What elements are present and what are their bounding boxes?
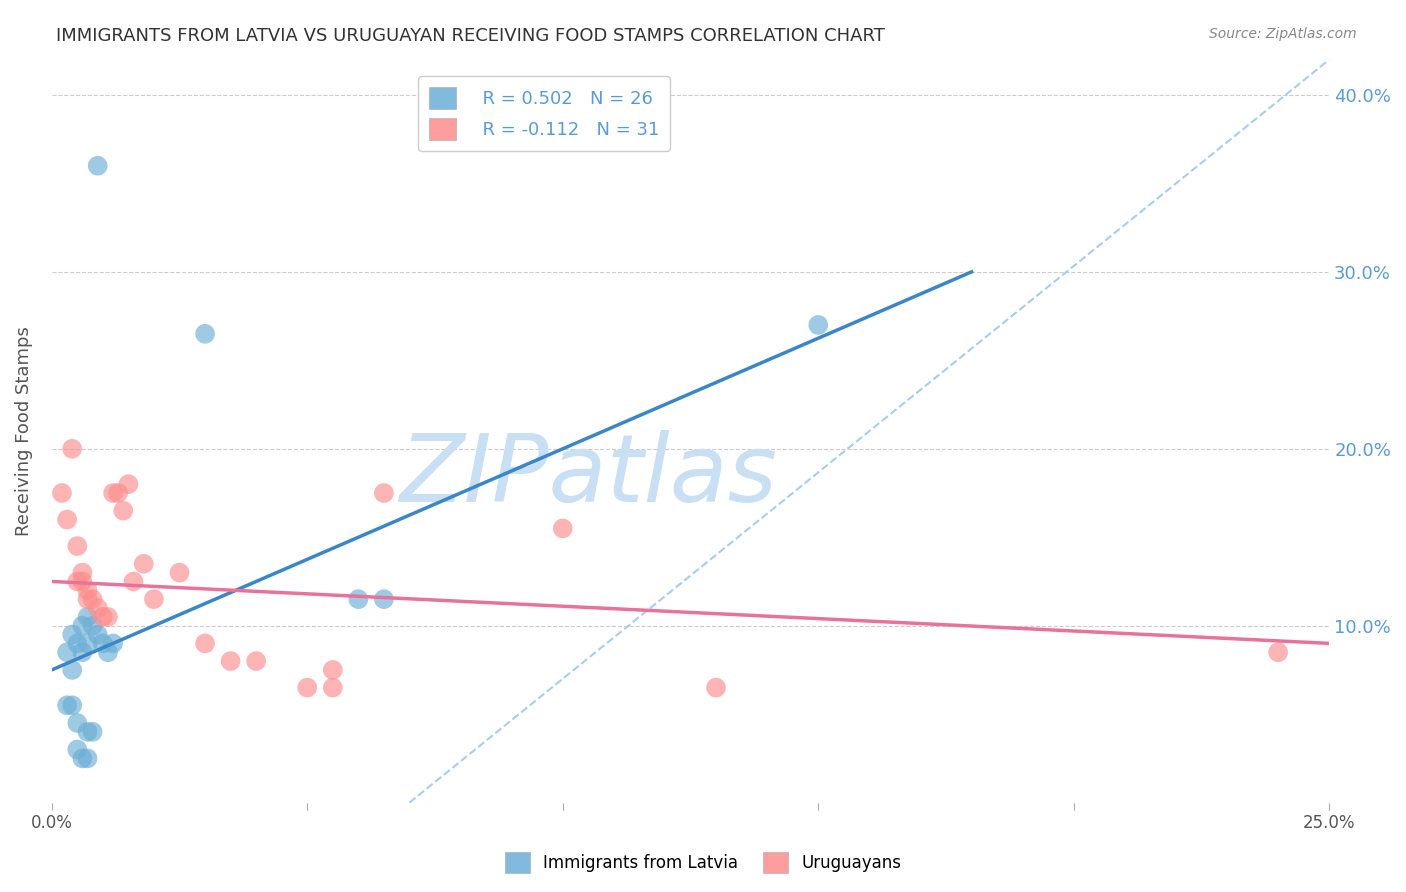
Point: [91, 636, 114, 650]
Point: [56, 645, 79, 659]
Point: [373, 592, 395, 607]
Point: [76, 592, 98, 607]
Point: [72, 618, 94, 632]
Point: [347, 592, 370, 607]
Y-axis label: Receiving Food Stamps: Receiving Food Stamps: [15, 326, 32, 536]
Point: [82, 724, 104, 739]
Point: [87, 601, 110, 615]
Point: [66, 574, 89, 589]
Point: [72, 751, 94, 765]
Point: [60, 698, 83, 713]
Point: [60, 663, 83, 677]
Point: [245, 654, 267, 668]
Point: [704, 681, 727, 695]
Point: [76, 610, 98, 624]
Point: [132, 557, 155, 571]
Legend: Immigrants from Latvia, Uruguayans: Immigrants from Latvia, Uruguayans: [498, 846, 908, 880]
Point: [169, 566, 191, 580]
Point: [107, 486, 129, 500]
Point: [194, 326, 217, 341]
Point: [56, 698, 79, 713]
Point: [91, 610, 114, 624]
Point: [1267, 645, 1289, 659]
Point: [60, 627, 83, 641]
Point: [322, 663, 344, 677]
Point: [87, 627, 110, 641]
Point: [66, 742, 89, 756]
Point: [101, 486, 124, 500]
Point: [66, 539, 89, 553]
Point: [117, 477, 139, 491]
Point: [194, 636, 217, 650]
Point: [97, 610, 120, 624]
Text: Source: ZipAtlas.com: Source: ZipAtlas.com: [1209, 27, 1357, 41]
Point: [72, 645, 94, 659]
Point: [101, 636, 124, 650]
Point: [142, 592, 165, 607]
Point: [97, 645, 120, 659]
Point: [373, 486, 395, 500]
Point: [322, 681, 344, 695]
Point: [76, 724, 98, 739]
Text: IMMIGRANTS FROM LATVIA VS URUGUAYAN RECEIVING FOOD STAMPS CORRELATION CHART: IMMIGRANTS FROM LATVIA VS URUGUAYAN RECE…: [56, 27, 886, 45]
Point: [76, 751, 98, 765]
Point: [76, 636, 98, 650]
Point: [56, 512, 79, 526]
Point: [82, 618, 104, 632]
Point: [112, 504, 135, 518]
Point: [72, 566, 94, 580]
Point: [51, 486, 73, 500]
Point: [72, 574, 94, 589]
Point: [122, 574, 145, 589]
Point: [66, 636, 89, 650]
Point: [219, 654, 242, 668]
Point: [297, 681, 319, 695]
Text: ZIPatlas: ZIPatlas: [399, 430, 778, 521]
Point: [60, 442, 83, 456]
Legend:   R = 0.502   N = 26,   R = -0.112   N = 31: R = 0.502 N = 26, R = -0.112 N = 31: [419, 76, 671, 151]
Point: [551, 521, 574, 535]
Point: [82, 592, 104, 607]
Point: [87, 159, 110, 173]
Point: [76, 583, 98, 598]
Point: [66, 716, 89, 731]
Point: [807, 318, 830, 332]
